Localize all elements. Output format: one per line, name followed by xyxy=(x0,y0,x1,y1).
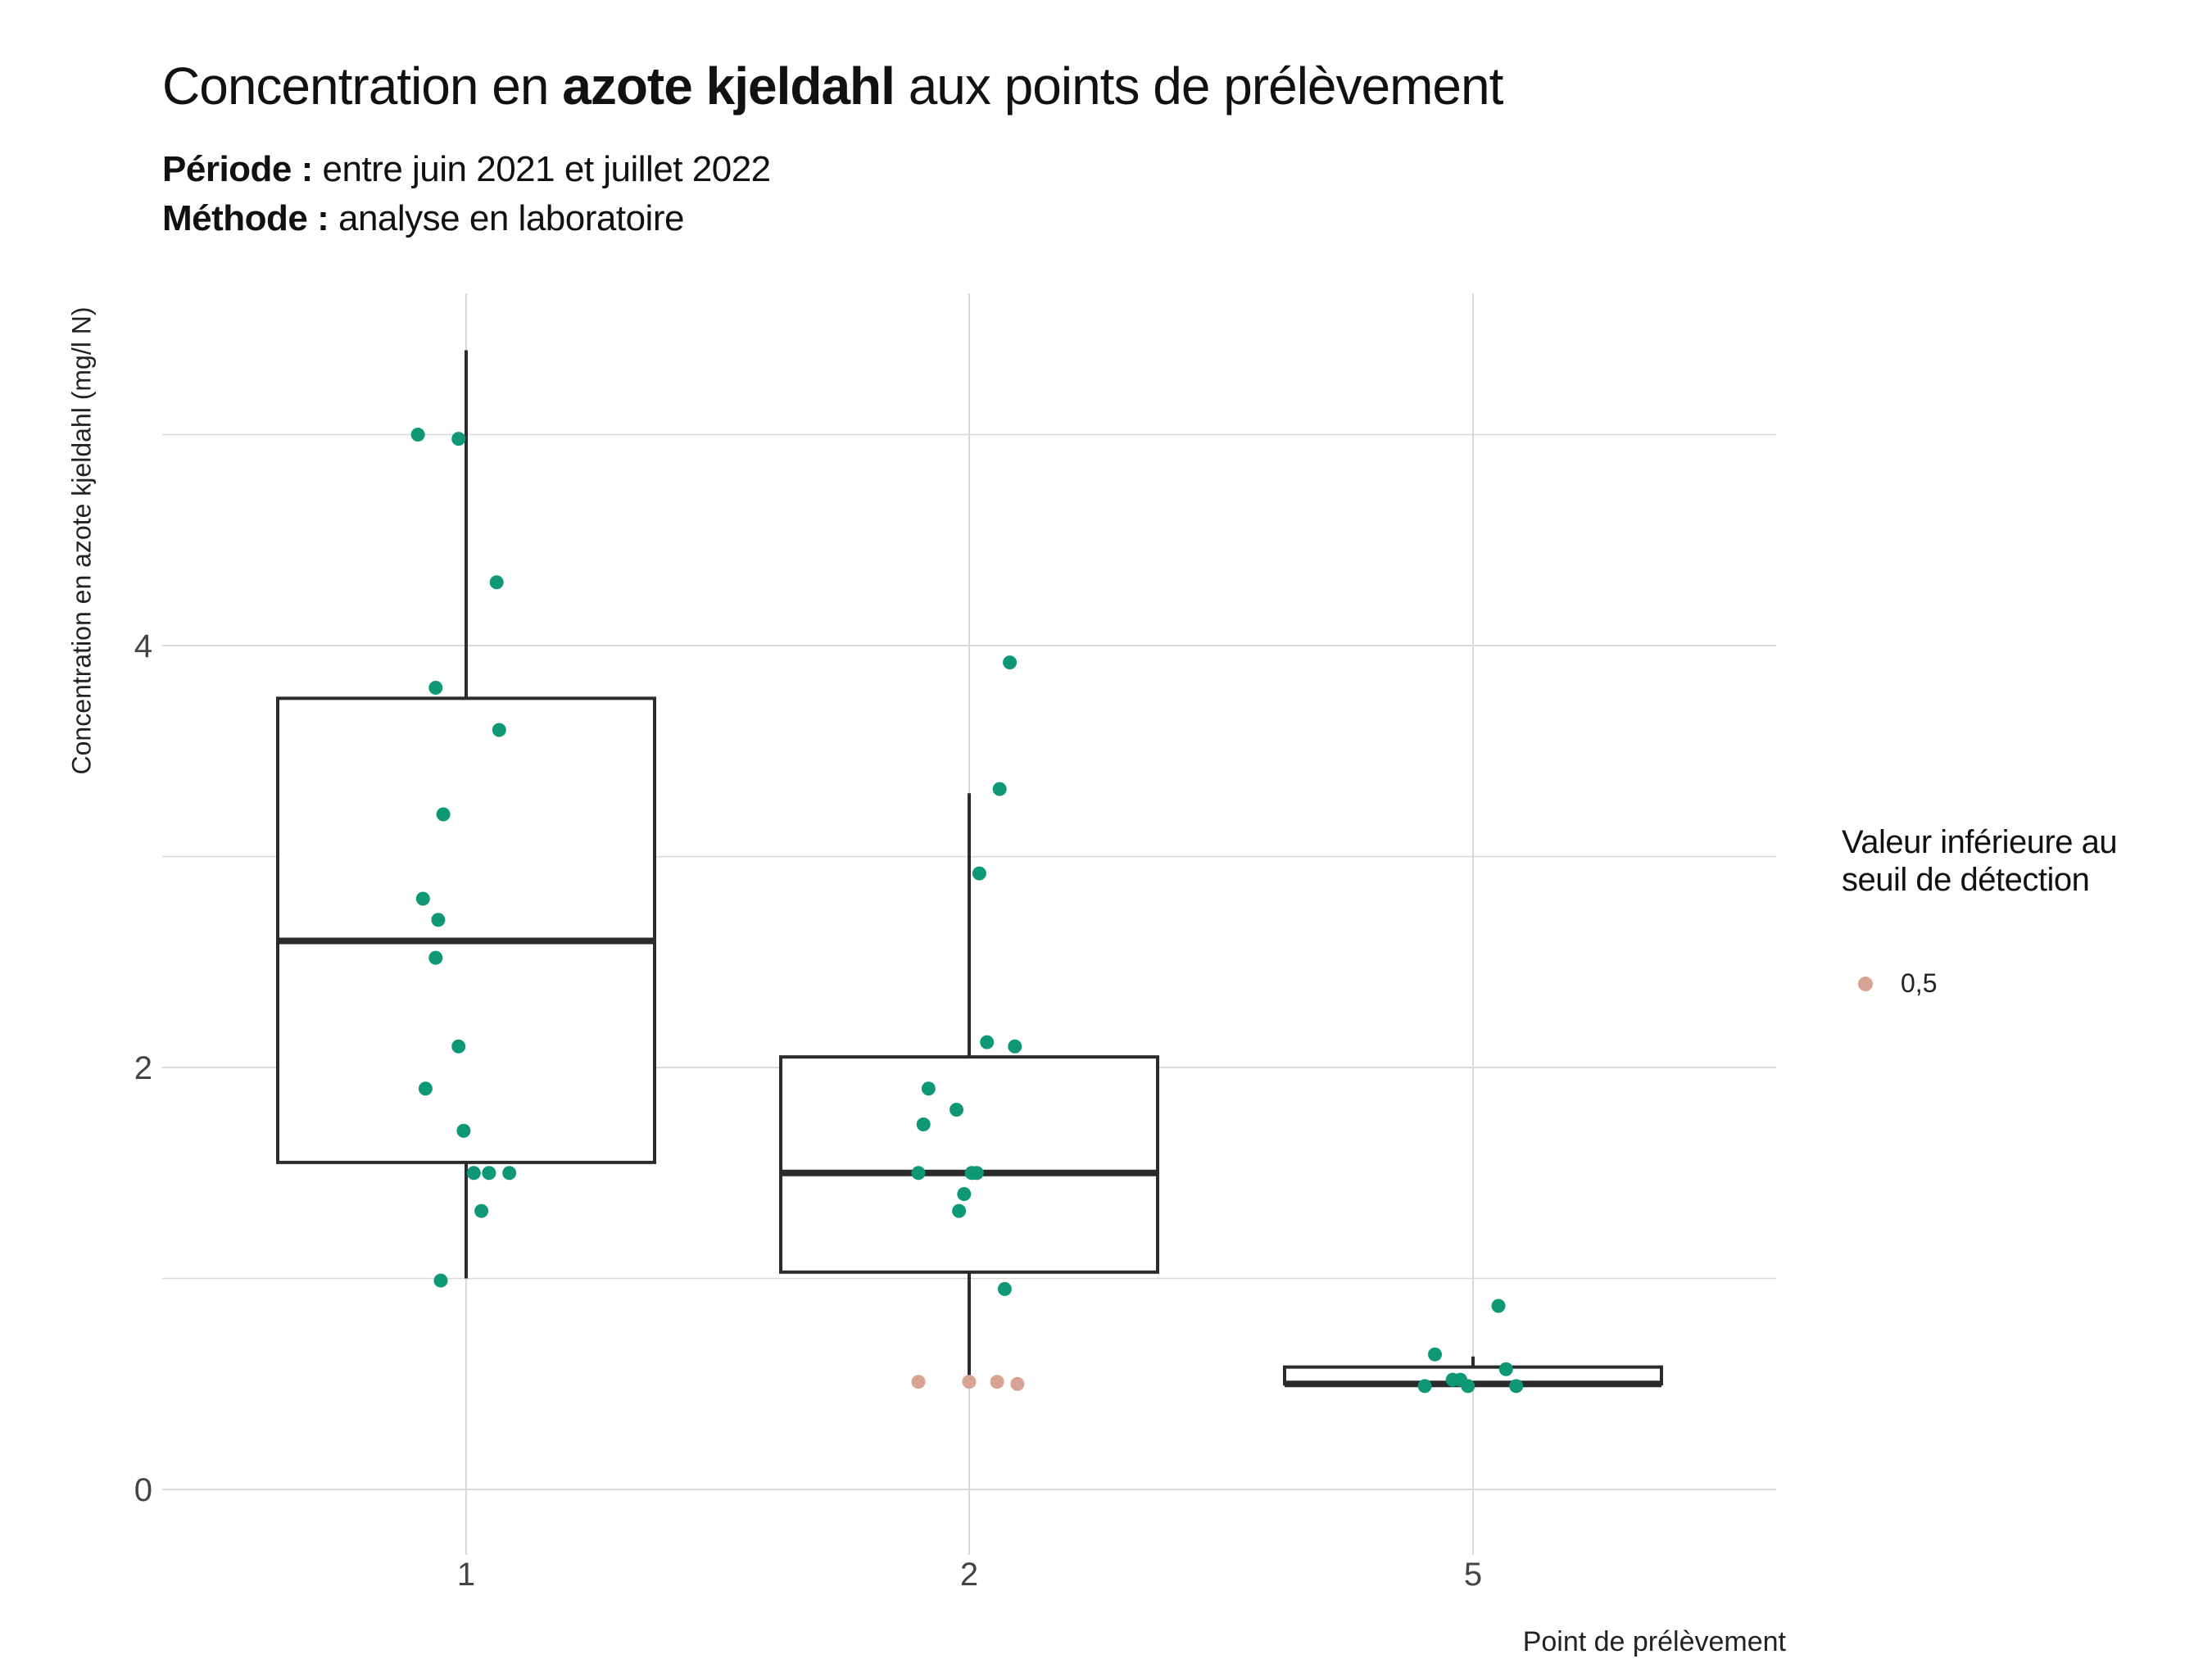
point-detected xyxy=(952,1203,967,1218)
point-detected xyxy=(451,432,466,446)
point-detected xyxy=(410,428,425,442)
point-detected xyxy=(1428,1347,1442,1362)
period-label: Période : xyxy=(162,149,313,189)
x-tick-label: 5 xyxy=(1464,1557,1482,1593)
point-detected xyxy=(972,866,986,881)
y-tick-label: 4 xyxy=(134,628,152,664)
point-detected xyxy=(916,1117,931,1132)
point-detected xyxy=(428,681,443,695)
point-detected xyxy=(1008,1039,1022,1054)
period-value: entre juin 2021 et juillet 2022 xyxy=(312,149,772,189)
x-axis-label: Point de prélèvement xyxy=(1522,1626,1786,1657)
point-detected xyxy=(997,1281,1012,1296)
legend-dot-icon xyxy=(1858,976,1873,991)
point-detected xyxy=(428,950,443,965)
title-suffix: aux points de prélèvement xyxy=(894,57,1504,116)
subtitle-method: Méthode : analyse en laboratoire xyxy=(162,198,684,239)
box xyxy=(276,696,656,1164)
point-detected xyxy=(502,1166,517,1181)
point-detected xyxy=(492,723,506,737)
x-tick-label: 2 xyxy=(960,1557,978,1593)
legend-title: Valeur inférieure au seuil de détection xyxy=(1842,824,2118,898)
point-detected xyxy=(980,1035,995,1049)
point-detected xyxy=(474,1203,489,1218)
y-tick-label: 2 xyxy=(134,1050,152,1086)
point-detected xyxy=(451,1039,466,1054)
point-detected xyxy=(969,1166,984,1181)
chart-title: Concentration en azote kjeldahl aux poin… xyxy=(162,56,1503,116)
point-detected xyxy=(1003,655,1018,670)
y-tick-label: 0 xyxy=(134,1472,152,1508)
point-detected xyxy=(921,1081,936,1096)
point-detected xyxy=(1461,1379,1475,1394)
point-below-threshold xyxy=(990,1375,1004,1389)
point-detected xyxy=(992,782,1007,796)
point-detected xyxy=(1417,1379,1432,1394)
point-detected xyxy=(436,807,451,822)
point-detected xyxy=(433,1273,448,1288)
point-detected xyxy=(957,1187,972,1201)
point-detected xyxy=(950,1103,963,1117)
y-axis-label: Concentration en azote kjeldahl (mg/l N) xyxy=(66,306,97,775)
point-below-threshold xyxy=(962,1375,977,1389)
box xyxy=(779,1055,1159,1274)
subtitle-period: Période : entre juin 2021 et juillet 202… xyxy=(162,149,771,190)
method-value: analyse en laboratoire xyxy=(329,198,684,238)
point-detected xyxy=(1491,1299,1506,1313)
point-detected xyxy=(482,1166,496,1181)
legend-item: 0,5 xyxy=(1858,968,1937,999)
method-label: Méthode : xyxy=(162,198,329,238)
title-prefix: Concentration en xyxy=(162,57,563,116)
x-tick-label: 1 xyxy=(457,1557,475,1593)
point-detected xyxy=(911,1166,926,1181)
point-detected xyxy=(418,1081,433,1096)
point-detected xyxy=(456,1123,471,1138)
point-detected xyxy=(1498,1362,1513,1376)
legend-item-label: 0,5 xyxy=(1901,968,1938,998)
point-detected xyxy=(1509,1379,1524,1394)
point-detected xyxy=(466,1166,481,1181)
point-below-threshold xyxy=(1010,1376,1025,1391)
point-detected xyxy=(431,913,446,927)
point-detected xyxy=(489,575,504,590)
point-detected xyxy=(415,891,430,906)
title-bold: azote kjeldahl xyxy=(562,57,895,116)
point-below-threshold xyxy=(911,1375,926,1389)
